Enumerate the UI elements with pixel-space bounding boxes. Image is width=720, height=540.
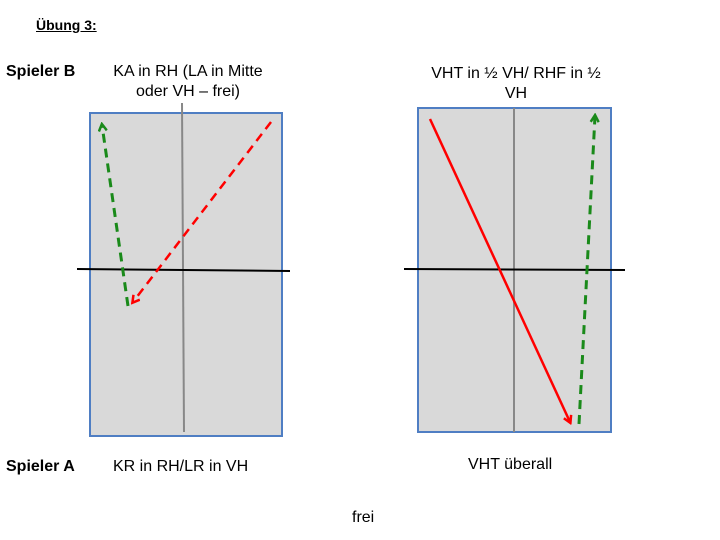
right-table — [403, 107, 626, 433]
left-center-line — [181, 102, 185, 433]
right-red-solid-arrow — [428, 118, 570, 422]
right-net — [403, 268, 626, 271]
left-bottom-label: KR in RH/LR in VH — [113, 458, 249, 475]
left-top-label: KA in RH (LA in Mitte oder VH – frei) — [113, 63, 263, 100]
left-red-dashed-arrow — [133, 121, 272, 302]
exercise-heading: Übung 3: — [36, 17, 97, 33]
footer-label: frei — [352, 509, 375, 526]
left-net — [76, 268, 291, 272]
right-bottom-label: VHT überall — [468, 456, 553, 473]
right-top-label: VHT in ½ VH/ RHF in ½ VH — [431, 65, 601, 102]
player-b-label: Spieler B — [6, 63, 76, 80]
left-green-dashed-arrow — [102, 125, 130, 307]
left-table — [76, 102, 291, 437]
right-green-dashed-arrow — [577, 116, 595, 425]
left-table-surface — [89, 112, 283, 437]
player-a-label: Spieler A — [6, 458, 75, 475]
